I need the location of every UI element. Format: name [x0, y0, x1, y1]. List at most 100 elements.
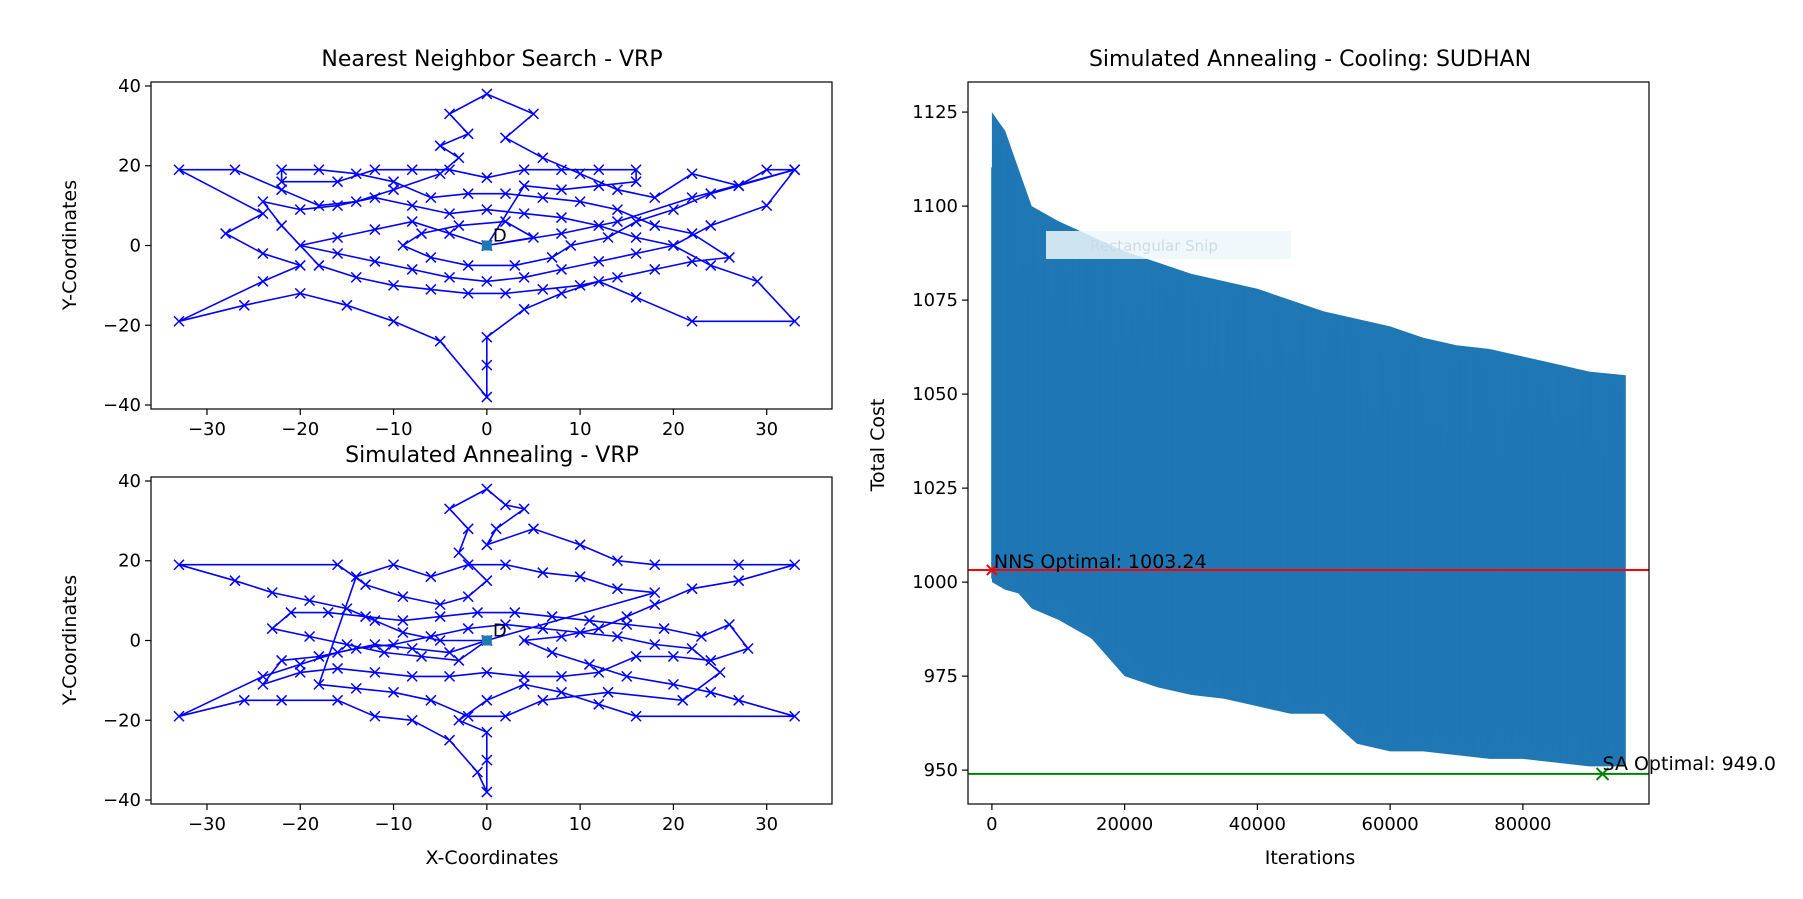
sa-customer-marker	[406, 642, 418, 655]
sa-customer-marker	[789, 559, 801, 571]
sa-customer-marker	[425, 630, 437, 643]
sa-customer-marker	[481, 666, 493, 678]
nns-customer-marker	[518, 164, 530, 176]
sa-customer-marker	[649, 559, 661, 571]
sa-customer-marker	[443, 670, 456, 682]
sa-depot-marker	[481, 635, 492, 646]
sa-y-tick-label: −20	[103, 710, 141, 731]
sa-customer-marker	[583, 658, 595, 670]
nns-customer-marker	[527, 108, 540, 120]
nns-customer-marker	[462, 287, 474, 299]
sa-customer-marker	[621, 619, 633, 631]
nns-customer-marker	[388, 176, 400, 188]
cost-x-tick-label: 40000	[1229, 814, 1286, 835]
sa-customer-marker	[481, 575, 493, 587]
sa-x-tick-label: −20	[281, 814, 319, 835]
nns-customer-marker	[649, 220, 661, 232]
nns-customer-marker	[602, 231, 614, 244]
nns-customer-marker	[686, 315, 698, 327]
sa-customer-marker	[388, 559, 400, 571]
sa-customer-marker	[630, 650, 642, 662]
nns-depot-marker	[481, 240, 492, 251]
sa-customer-marker	[453, 547, 465, 559]
nns-route-plot: Nearest Neighbor Search - VRP Y-Coordina…	[59, 47, 833, 440]
nns-x-tick-label: 20	[662, 419, 685, 440]
sa-customer-marker	[518, 670, 530, 682]
sa-customer-marker	[453, 714, 465, 726]
sa-customer-marker	[537, 694, 549, 706]
nns-customer-marker	[332, 231, 344, 244]
nns-customer-marker	[313, 164, 325, 176]
nns-customer-marker	[220, 228, 232, 240]
nns-customer-marker	[443, 271, 456, 283]
cost-y-tick-label: 1050	[912, 384, 958, 405]
cost-axes-frame	[967, 81, 1650, 805]
sa-customer-marker	[733, 694, 745, 706]
sa-x-tick-label: 30	[755, 814, 778, 835]
sa-customer-marker	[789, 710, 801, 722]
sa-route-line	[260, 563, 750, 718]
sa-customer-marker	[378, 646, 390, 658]
nns-customer-marker	[537, 152, 549, 164]
sa-customer-marker	[434, 611, 446, 623]
nns-customer-marker	[593, 180, 605, 192]
cost-series: NNS Optimal: 1003.24 SA Optimal: 949.0	[968, 112, 1776, 781]
sa-customer-marker	[322, 607, 334, 619]
nns-customer-marker	[574, 196, 586, 208]
nns-customer-marker	[276, 176, 288, 188]
nns-customer-marker	[630, 231, 642, 244]
cost-x-tick-label: 80000	[1494, 814, 1551, 835]
cost-ticks: 0 20000 40000 60000 80000 950 975 1000 1025 1050 1…	[912, 102, 1551, 835]
nns-customer-marker	[453, 152, 465, 164]
nns-customer-marker	[434, 335, 446, 347]
nns-customer-marker	[350, 168, 362, 180]
nns-customer-marker	[518, 180, 530, 192]
sa-customer-marker	[332, 559, 344, 571]
sa-depot-label: D	[493, 621, 507, 642]
nns-customer-marker	[481, 331, 493, 343]
nns-customer-marker	[649, 192, 661, 204]
sa-customer-marker	[611, 630, 623, 643]
sa-ticks: −30 −20 −10 0 10 20 30 −40 −20 0 20 40	[103, 471, 778, 835]
nns-customer-marker	[257, 275, 269, 287]
sa-customer-marker	[462, 559, 474, 571]
nns-customer-marker	[481, 359, 493, 371]
sa-customer-marker	[462, 710, 474, 722]
nns-y-tick-label: −40	[103, 395, 141, 416]
nns-customer-marker	[276, 164, 288, 176]
nns-y-axis-label: Y-Coordinates	[59, 180, 81, 311]
sa-customer-marker	[481, 786, 493, 798]
sa-customer-marker	[360, 611, 372, 623]
nns-customer-marker	[499, 132, 512, 144]
sa-customer-marker	[705, 686, 717, 698]
nns-customer-marker	[499, 216, 512, 228]
nns-route-line	[178, 93, 797, 400]
sa-customer-marker	[555, 670, 567, 682]
nns-customer-marker	[499, 188, 512, 200]
sa-customer-marker	[705, 654, 717, 666]
nns-customer-marker	[462, 259, 474, 271]
sa-customer-marker	[499, 710, 512, 722]
sa-customer-marker	[583, 615, 595, 627]
sa-y-tick-label: 40	[118, 471, 141, 492]
nns-customer-marker	[369, 164, 381, 176]
nns-customer-marker	[499, 287, 512, 299]
nns-customer-marker	[257, 208, 269, 220]
sa-customer-marker	[555, 686, 567, 698]
sa-customer-marker	[238, 694, 250, 706]
sa-customer-marker	[266, 587, 278, 599]
nns-optimal-marker	[986, 564, 998, 576]
cost-x-tick-label: 20000	[1096, 814, 1153, 835]
nns-customer-marker	[443, 228, 456, 240]
sa-customer-marker	[425, 571, 437, 583]
nns-customer-marker	[294, 239, 306, 252]
sa-customer-marker	[434, 634, 446, 647]
sa-customer-marker	[294, 658, 306, 670]
cost-y-tick-label: 1025	[912, 478, 958, 499]
nns-customer-marker	[369, 224, 381, 236]
nns-customer-marker	[388, 279, 400, 291]
sa-plot-title: Simulated Annealing - VRP	[345, 443, 639, 468]
nns-customer-marker	[443, 164, 456, 176]
sa-customer-marker	[341, 638, 353, 651]
